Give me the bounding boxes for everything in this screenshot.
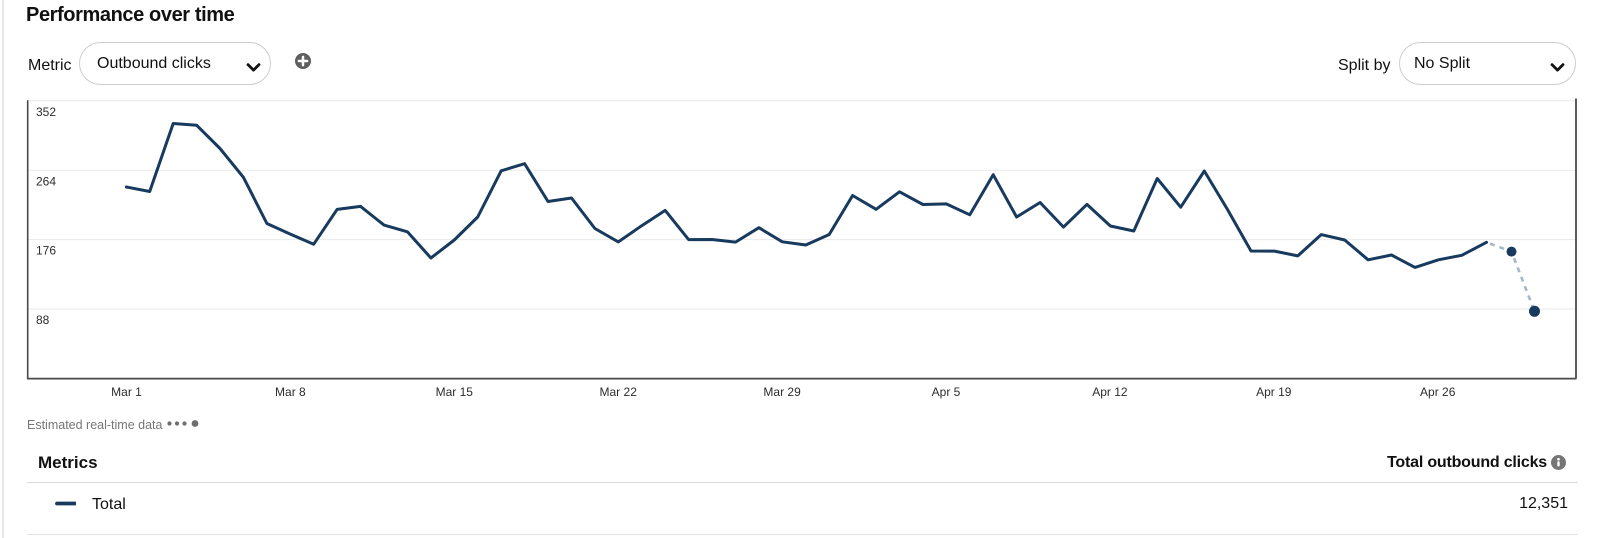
svg-text:264: 264	[36, 174, 56, 188]
svg-text:Mar 29: Mar 29	[763, 385, 801, 399]
svg-text:176: 176	[36, 244, 56, 258]
svg-text:352: 352	[36, 105, 56, 119]
svg-text:Mar 8: Mar 8	[275, 385, 306, 399]
svg-text:Mar 15: Mar 15	[436, 385, 474, 399]
svg-text:Apr 5: Apr 5	[932, 385, 961, 399]
svg-text:Apr 12: Apr 12	[1092, 385, 1128, 399]
svg-text:Apr 19: Apr 19	[1256, 385, 1292, 399]
svg-text:88: 88	[36, 313, 50, 327]
svg-text:Mar 1: Mar 1	[111, 385, 142, 399]
svg-text:Apr 26: Apr 26	[1420, 385, 1456, 399]
svg-text:Mar 22: Mar 22	[600, 385, 638, 399]
